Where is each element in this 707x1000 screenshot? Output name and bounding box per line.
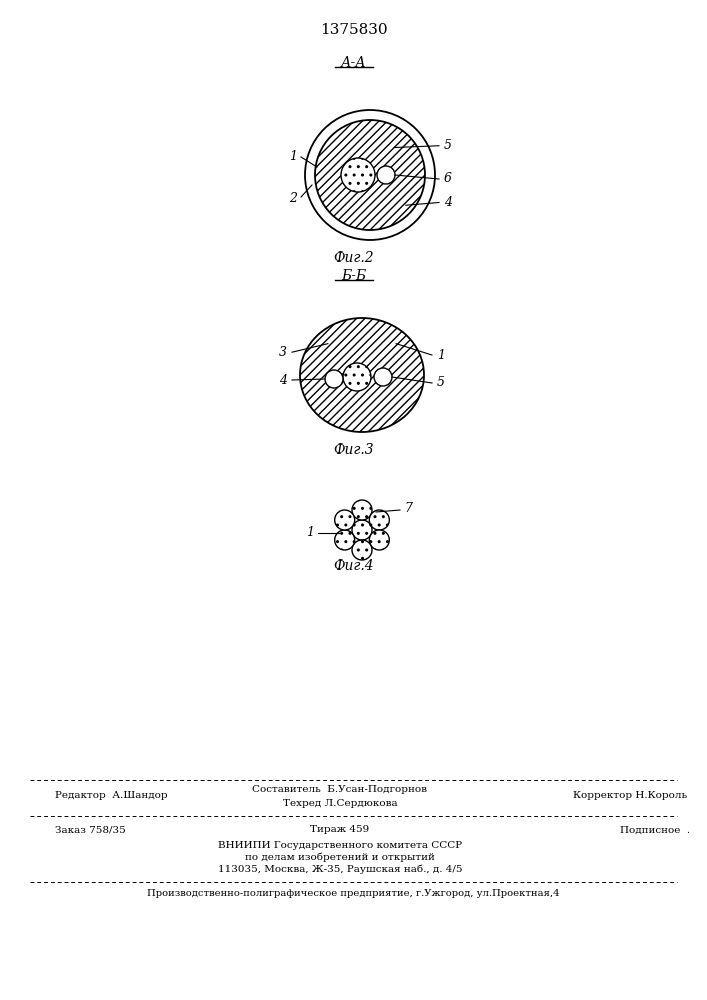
Circle shape xyxy=(377,166,395,184)
Text: ВНИИПИ Государственного комитета СССР: ВНИИПИ Государственного комитета СССР xyxy=(218,840,462,850)
Text: 5: 5 xyxy=(437,376,445,389)
Text: Производственно-полиграфическое предприятие, г.Ужгород, ул.Проектная,4: Производственно-полиграфическое предприя… xyxy=(146,890,559,898)
Ellipse shape xyxy=(300,318,424,432)
Text: Тираж 459: Тираж 459 xyxy=(310,826,370,834)
Text: 1: 1 xyxy=(289,150,297,163)
Circle shape xyxy=(343,363,371,391)
Circle shape xyxy=(352,540,372,560)
Text: Техред Л.Сердюкова: Техред Л.Сердюкова xyxy=(283,798,397,808)
Text: 5: 5 xyxy=(444,139,452,152)
Text: А-А: А-А xyxy=(341,56,367,70)
Circle shape xyxy=(325,370,343,388)
Text: 2: 2 xyxy=(289,192,297,206)
Text: 3: 3 xyxy=(279,346,287,359)
Text: 113035, Москва, Ж-35, Раушская наб., д. 4/5: 113035, Москва, Ж-35, Раушская наб., д. … xyxy=(218,864,462,874)
Text: 4: 4 xyxy=(279,373,287,386)
Text: Заказ 758/35: Заказ 758/35 xyxy=(55,826,126,834)
Circle shape xyxy=(334,530,355,550)
Text: Редактор  А.Шандор: Редактор А.Шандор xyxy=(55,792,168,800)
Circle shape xyxy=(341,158,375,192)
Text: Фиг.3: Фиг.3 xyxy=(334,443,374,457)
Text: 6: 6 xyxy=(444,172,452,186)
Text: 1: 1 xyxy=(437,349,445,362)
Text: по делам изобретений и открытий: по делам изобретений и открытий xyxy=(245,852,435,862)
Circle shape xyxy=(305,110,435,240)
Text: 4: 4 xyxy=(444,196,452,209)
Circle shape xyxy=(352,520,372,540)
Text: 1: 1 xyxy=(306,526,314,540)
Circle shape xyxy=(369,510,390,530)
Circle shape xyxy=(369,530,390,550)
Text: Подписное  .: Подписное . xyxy=(620,826,690,834)
Text: 7: 7 xyxy=(404,502,412,514)
Circle shape xyxy=(374,368,392,386)
Text: Фиг.4: Фиг.4 xyxy=(334,559,374,573)
Text: 1375830: 1375830 xyxy=(320,23,388,37)
Text: Фиг.2: Фиг.2 xyxy=(334,251,374,265)
Circle shape xyxy=(352,500,372,520)
Circle shape xyxy=(315,120,425,230)
Circle shape xyxy=(334,510,355,530)
Text: Б-Б: Б-Б xyxy=(341,269,367,283)
Text: Корректор Н.Король: Корректор Н.Король xyxy=(573,792,687,800)
Text: Составитель  Б.Усан-Подгорнов: Составитель Б.Усан-Подгорнов xyxy=(252,786,428,794)
